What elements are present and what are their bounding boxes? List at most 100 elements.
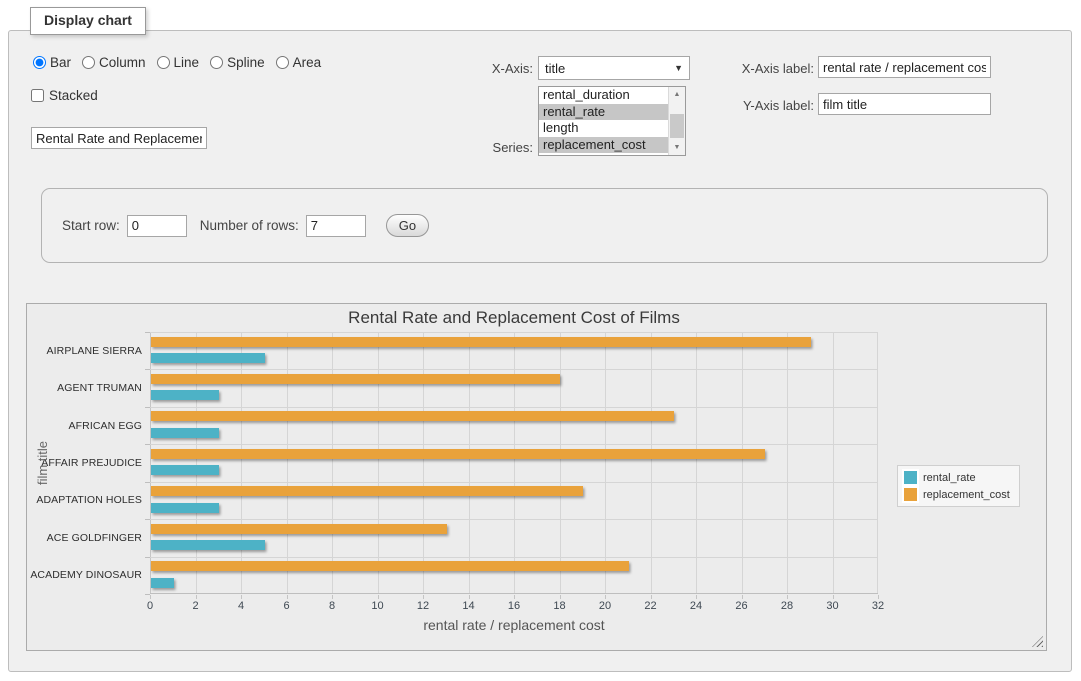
gridline-x-16 [514, 332, 515, 593]
x-axis-label-input[interactable] [818, 56, 991, 78]
scrollbar-thumb[interactable] [670, 114, 684, 138]
gridline-y-4 [150, 482, 878, 483]
chart-type-radio-label: Spline [227, 55, 265, 70]
chart-type-radio-spline[interactable]: Spline [210, 55, 265, 70]
chart-type-radio-area[interactable]: Area [276, 55, 322, 70]
y-axis-tick [145, 557, 150, 558]
x-axis-tick-label-6: 6 [270, 600, 304, 612]
bar-replacement-cost-adaptation-holes [151, 486, 583, 496]
x-axis-tick-label-12: 12 [406, 600, 440, 612]
x-axis-select-value: title [545, 61, 565, 76]
chevron-down-icon: ▼ [674, 63, 683, 73]
start-row-input[interactable] [127, 215, 187, 237]
chart-type-radio-input-line[interactable] [157, 56, 170, 69]
gridline-y-1 [150, 369, 878, 370]
bar-rental-rate-academy-dinosaur [151, 578, 174, 588]
x-axis-tick [787, 595, 788, 599]
gridline-x-28 [787, 332, 788, 593]
chart-type-radio-label: Column [99, 55, 146, 70]
stacked-checkbox[interactable] [31, 89, 44, 102]
display-chart-panel: BarColumnLineSplineArea Stacked X-Axis: … [8, 30, 1072, 672]
chart-type-radio-input-spline[interactable] [210, 56, 223, 69]
x-axis-tick [514, 595, 515, 599]
gridline-x-8 [332, 332, 333, 593]
bar-rental-rate-affair-prejudice [151, 465, 219, 475]
chart-type-radio-column[interactable]: Column [82, 55, 146, 70]
chart-type-radio-line[interactable]: Line [157, 55, 200, 70]
x-axis-tick-label-26: 26 [725, 600, 759, 612]
chart-type-radio-bar[interactable]: Bar [33, 55, 71, 70]
chart-title-input[interactable] [31, 127, 207, 149]
gridline-x-18 [560, 332, 561, 593]
y-axis-tick [145, 444, 150, 445]
scroll-up-icon[interactable]: ▲ [669, 87, 685, 102]
gridline-y-6 [150, 557, 878, 558]
x-axis-tick [469, 595, 470, 599]
x-axis-tick-label-10: 10 [361, 600, 395, 612]
x-axis-tick-label-30: 30 [816, 600, 850, 612]
series-option-rental-rate[interactable]: rental_rate [539, 104, 668, 121]
legend-swatch-rental-rate [904, 471, 917, 484]
chart-container: Rental Rate and Replacement Cost of Film… [26, 303, 1047, 651]
x-axis-tick [287, 595, 288, 599]
legend-swatch-replacement-cost [904, 488, 917, 501]
x-axis-tick [833, 595, 834, 599]
legend-item-rental-rate[interactable]: rental_rate [904, 471, 1010, 484]
x-axis-tick-label-4: 4 [224, 600, 258, 612]
bar-rental-rate-agent-truman [151, 390, 219, 400]
panel-title: Display chart [30, 7, 146, 35]
series-option-replacement-cost[interactable]: replacement_cost [539, 137, 668, 154]
series-option-rental-duration[interactable]: rental_duration [539, 87, 668, 104]
bar-rental-rate-ace-goldfinger [151, 540, 265, 550]
x-axis-label-field-label: X-Axis label: [734, 61, 814, 76]
x-axis-title: rental rate / replacement cost [150, 617, 878, 633]
x-axis-tick [560, 595, 561, 599]
gridline-x-32 [877, 332, 878, 593]
y-axis-title: film title [35, 332, 50, 594]
series-option-length[interactable]: length [539, 120, 668, 137]
y-axis-label-input[interactable] [818, 93, 991, 115]
bar-rental-rate-african-egg [151, 428, 219, 438]
y-axis-tick [145, 482, 150, 483]
legend-label: replacement_cost [923, 489, 1010, 501]
resize-grip[interactable] [1032, 636, 1043, 647]
x-axis-tick-label-32: 32 [861, 600, 895, 612]
x-axis-tick-label-18: 18 [543, 600, 577, 612]
x-axis-tick-label-16: 16 [497, 600, 531, 612]
gridline-y-2 [150, 407, 878, 408]
x-axis-tick [696, 595, 697, 599]
y-axis-tick [145, 519, 150, 520]
x-axis-tick-label-0: 0 [133, 600, 167, 612]
x-axis-tick-label-22: 22 [634, 600, 668, 612]
x-axis-tick [742, 595, 743, 599]
gridline-x-2 [196, 332, 197, 593]
x-axis-select[interactable]: title ▼ [538, 56, 690, 80]
x-axis-tick-label-14: 14 [452, 600, 486, 612]
series-listbox[interactable]: rental_durationrental_ratelengthreplacem… [538, 86, 686, 156]
chart-type-radio-input-column[interactable] [82, 56, 95, 69]
gridline-x-26 [742, 332, 743, 593]
gridline-y-5 [150, 519, 878, 520]
num-rows-input[interactable] [306, 215, 366, 237]
legend-item-replacement-cost[interactable]: replacement_cost [904, 488, 1010, 501]
x-axis-tick [878, 595, 879, 599]
chart-legend: rental_rate replacement_cost [897, 465, 1020, 507]
series-options: rental_durationrental_ratelengthreplacem… [539, 87, 668, 155]
scroll-down-icon[interactable]: ▼ [669, 140, 685, 155]
gridline-x-20 [605, 332, 606, 593]
x-axis-tick [605, 595, 606, 599]
x-axis-select-label: X-Axis: [487, 61, 533, 76]
chart-type-radio-input-bar[interactable] [33, 56, 46, 69]
chart-type-radio-label: Area [293, 55, 322, 70]
bar-replacement-cost-agent-truman [151, 374, 560, 384]
go-button[interactable]: Go [386, 214, 429, 237]
series-scrollbar[interactable]: ▲ ▼ [668, 87, 685, 155]
gridline-y-3 [150, 444, 878, 445]
bar-replacement-cost-academy-dinosaur [151, 561, 629, 571]
y-axis-label-field-label: Y-Axis label: [734, 98, 814, 113]
x-axis-tick [150, 595, 151, 599]
bar-replacement-cost-affair-prejudice [151, 449, 765, 459]
gridline-x-4 [241, 332, 242, 593]
stacked-option[interactable]: Stacked [31, 88, 98, 103]
chart-type-radio-input-area[interactable] [276, 56, 289, 69]
